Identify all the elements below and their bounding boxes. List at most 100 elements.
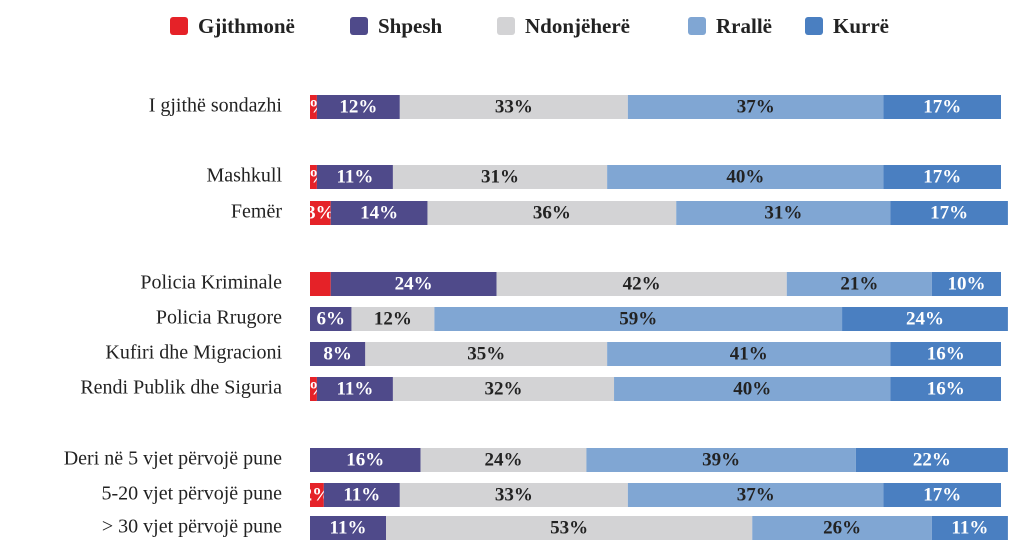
value-label: 31%: [481, 166, 519, 187]
bar-segment: [316, 377, 393, 401]
value-label: 40%: [733, 378, 771, 399]
value-label: 37%: [737, 484, 775, 505]
bar-segment: [310, 483, 324, 507]
value-label: 22%: [913, 449, 951, 470]
value-label: 14%: [360, 202, 398, 223]
category-label: Rendi Publik dhe Siguria: [80, 377, 282, 399]
value-label: 11%: [336, 166, 373, 187]
legend-swatch: [350, 17, 368, 35]
value-label: 41%: [730, 343, 768, 364]
bar-segment: [607, 342, 891, 366]
legend-swatch: [805, 17, 823, 35]
bar-segment: [310, 201, 331, 225]
value-label: 40%: [726, 166, 764, 187]
bar-segment: [310, 272, 331, 296]
legend-label: Kurrë: [833, 14, 889, 38]
bar-segment: [786, 272, 932, 296]
category-label: Deri në 5 vjet përvojë pune: [64, 448, 282, 470]
bar-segment: [310, 307, 352, 331]
category-label: Kufiri dhe Migracioni: [105, 342, 282, 364]
bar-segment: [931, 516, 1008, 540]
bar-segment: [399, 95, 628, 119]
value-label: 37%: [737, 96, 775, 117]
value-label: 16%: [927, 378, 965, 399]
bar-segment: [752, 516, 932, 540]
value-label: 31%: [764, 202, 802, 223]
bar-segment: [890, 201, 1008, 225]
value-label: 42%: [623, 273, 661, 294]
bar-segment: [392, 377, 615, 401]
value-label: 3%: [306, 202, 335, 223]
bar-segment: [883, 483, 1001, 507]
bar-segment: [434, 307, 843, 331]
value-label: 8%: [323, 343, 352, 364]
legend-swatch: [688, 17, 706, 35]
legend-label: Gjithmonë: [198, 14, 295, 38]
bar-segment: [883, 95, 1001, 119]
bar-segment: [855, 448, 1008, 472]
value-label: 36%: [533, 202, 571, 223]
category-label: 5-20 vjet përvojë pune: [102, 483, 283, 505]
value-label: 16%: [346, 449, 384, 470]
bar-segment: [614, 377, 891, 401]
value-label: 24%: [395, 273, 433, 294]
bar-segment: [890, 377, 1001, 401]
bar-segment: [330, 272, 497, 296]
value-label: 10%: [947, 273, 985, 294]
bar-segment: [420, 448, 587, 472]
bar-segment: [931, 272, 1001, 296]
bar-segment: [399, 483, 628, 507]
value-label: 12%: [374, 308, 412, 329]
bar-segment: [386, 516, 753, 540]
legend-swatch: [170, 17, 188, 35]
value-label: 17%: [923, 166, 961, 187]
bar-segment: [316, 95, 400, 119]
bar-segment: [310, 342, 366, 366]
value-label: 24%: [906, 308, 944, 329]
value-label: 6%: [316, 308, 345, 329]
category-label: > 30 vjet përvojë pune: [102, 516, 282, 538]
value-label: 11%: [330, 517, 367, 538]
value-label: 39%: [702, 449, 740, 470]
value-label: 53%: [550, 517, 588, 538]
value-label: 16%: [927, 343, 965, 364]
category-label: Femër: [231, 201, 282, 223]
legend-swatch: [497, 17, 515, 35]
value-label: 26%: [823, 517, 861, 538]
bar-segment: [330, 201, 428, 225]
value-label: 35%: [467, 343, 505, 364]
value-label: 33%: [495, 96, 533, 117]
value-label: 33%: [495, 484, 533, 505]
value-label: 11%: [343, 484, 380, 505]
bar-segment: [351, 307, 435, 331]
value-label: 17%: [923, 484, 961, 505]
bar-segment: [310, 165, 317, 189]
legend-label: Shpesh: [378, 14, 443, 38]
bar-segment: [627, 95, 884, 119]
bar-segment: [890, 342, 1001, 366]
value-label: 24%: [484, 449, 522, 470]
value-label: 11%: [951, 517, 988, 538]
bar-segment: [310, 516, 387, 540]
bar-segment: [627, 483, 884, 507]
bar-segment: [496, 272, 787, 296]
legend-label: Rrallë: [716, 14, 772, 38]
category-label: Policia Kriminale: [140, 272, 282, 294]
bar-segment: [365, 342, 608, 366]
category-label: Mashkull: [206, 165, 282, 187]
bar-segment: [842, 307, 1008, 331]
value-label: 59%: [619, 308, 657, 329]
category-label: I gjithë sondazhi: [149, 95, 283, 117]
value-label: 21%: [840, 273, 878, 294]
bar-segment: [586, 448, 856, 472]
bar-segment: [392, 165, 608, 189]
value-label: 32%: [484, 378, 522, 399]
value-label: 12%: [339, 96, 377, 117]
value-label: 17%: [930, 202, 968, 223]
legend-label: Ndonjëherë: [525, 14, 630, 38]
category-label: Policia Rrugore: [156, 307, 282, 329]
bar-segment: [427, 201, 677, 225]
bar-segment: [607, 165, 884, 189]
bar-segment: [323, 483, 400, 507]
